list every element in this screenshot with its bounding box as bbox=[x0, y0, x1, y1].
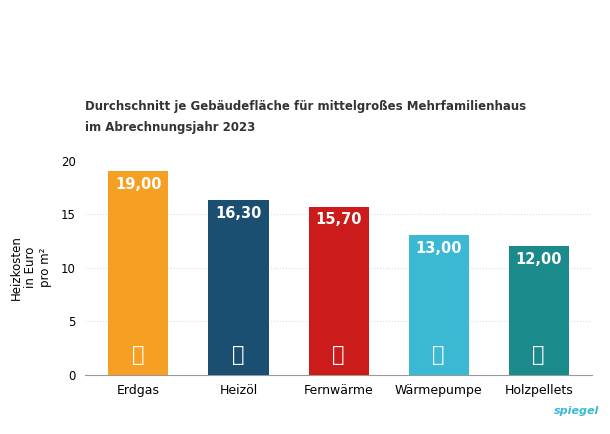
Text: 🏠: 🏠 bbox=[332, 345, 345, 365]
Text: und Heizsysteme in Deutschland: und Heizsysteme in Deutschland bbox=[132, 55, 478, 73]
Text: heiz: heiz bbox=[537, 406, 562, 416]
Y-axis label: Heizkosten
in Euro
pro m²: Heizkosten in Euro pro m² bbox=[10, 235, 52, 300]
Text: 16,30: 16,30 bbox=[215, 206, 262, 221]
Text: 🔥: 🔥 bbox=[132, 345, 145, 365]
Text: 19,00: 19,00 bbox=[115, 177, 162, 192]
Bar bbox=[209, 200, 268, 375]
Text: Stand: 09/2024  |  Daten: www.co2online.de  |  Grafik: www.heizspiegel.de: Stand: 09/2024 | Daten: www.co2online.de… bbox=[12, 414, 334, 422]
Bar bbox=[109, 171, 168, 375]
Text: 🔥: 🔥 bbox=[533, 345, 545, 365]
Text: spiegel: spiegel bbox=[554, 406, 599, 416]
Text: 12,00: 12,00 bbox=[515, 252, 562, 267]
Bar bbox=[509, 246, 569, 375]
Text: 15,70: 15,70 bbox=[315, 213, 362, 227]
Text: im Abrechnungsjahr 2023: im Abrechnungsjahr 2023 bbox=[85, 121, 256, 134]
Text: Durchschnitt je Gebäudefläche für mittelgroßes Mehrfamilienhaus: Durchschnitt je Gebäudefläche für mittel… bbox=[85, 100, 526, 113]
Text: Heizkosten für verschiedene Energieträger: Heizkosten für verschiedene Energieträge… bbox=[77, 19, 533, 38]
Text: 💧: 💧 bbox=[232, 345, 245, 365]
Bar bbox=[309, 207, 368, 375]
Text: 🌀: 🌀 bbox=[432, 345, 445, 365]
Text: Ein Angebot von co2online: Ein Angebot von co2online bbox=[540, 421, 610, 426]
Text: 13,00: 13,00 bbox=[415, 241, 462, 256]
Bar bbox=[409, 236, 468, 375]
